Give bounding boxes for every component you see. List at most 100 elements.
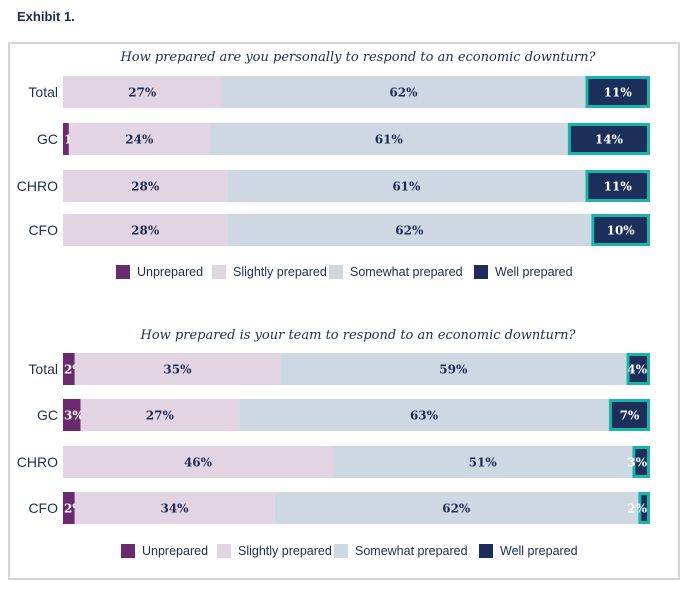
legend-swatch-somewhat (334, 544, 348, 558)
bar-segment-slightly (74, 492, 275, 524)
row-label: GC (37, 131, 58, 147)
data-label-somewhat: 62% (395, 224, 424, 238)
legend-label: Somewhat prepared (355, 544, 468, 558)
data-label-well: 7% (620, 409, 640, 423)
chart-frame (8, 42, 680, 580)
legend-item-unprepared: Unprepared (121, 544, 208, 558)
bar-row-total: Total 27% 62% 11% (28, 76, 650, 108)
legend-swatch-unprepared (121, 544, 135, 558)
bar-segment-well (567, 123, 651, 155)
bar-segment-well (626, 353, 651, 385)
chart-2: How prepared is your team to respond to … (17, 328, 651, 558)
row-label: CFO (28, 222, 58, 238)
row-label: CHRO (17, 178, 58, 194)
bar-segment-somewhat (280, 353, 627, 385)
data-label-well: 11% (604, 86, 633, 100)
bar-segment-somewhat (227, 170, 586, 202)
bar-row-total: Total 2% 35% 59% 4% (28, 353, 651, 385)
data-label-somewhat: 59% (439, 363, 468, 377)
row-label: CFO (28, 500, 58, 516)
data-label-somewhat: 62% (389, 86, 418, 100)
data-label-somewhat: 63% (410, 409, 439, 423)
bar-row-gc: GC 3% 27% 63% 7% (37, 399, 650, 431)
bar-segment-somewhat (227, 214, 592, 246)
bar-segment-unprepared (63, 123, 69, 155)
bar-segment-slightly (63, 170, 228, 202)
legend: Unprepared Slightly prepared Somewhat prep… (121, 544, 578, 558)
legend-label: Unprepared (137, 265, 203, 279)
bar-segment-slightly (80, 399, 240, 431)
data-label-well: 3% (627, 456, 647, 470)
chart-1: How prepared are you personally to respo… (17, 50, 651, 279)
data-label-slightly: 24% (125, 133, 154, 147)
legend-label: Slightly prepared (238, 544, 332, 558)
legend-swatch-unprepared (116, 265, 130, 279)
legend-swatch-well (479, 544, 493, 558)
bar-segment-somewhat (221, 76, 586, 108)
legend-label: Somewhat prepared (350, 265, 463, 279)
legend-label: Well prepared (500, 544, 578, 558)
bar-segment-slightly (74, 353, 281, 385)
row-label: Total (28, 361, 58, 377)
data-label-well: 14% (595, 133, 624, 147)
data-label-unprepared: 3% (64, 409, 84, 423)
data-label-slightly: 35% (163, 363, 192, 377)
legend-item-somewhat: Somewhat prepared (329, 265, 463, 279)
chart-title: How prepared are you personally to respo… (119, 50, 596, 65)
legend-label: Unprepared (142, 544, 208, 558)
bar-segment-somewhat (274, 492, 639, 524)
legend-item-slightly: Slightly prepared (217, 544, 332, 558)
data-label-well: 11% (604, 180, 633, 194)
legend-item-somewhat: Somewhat prepared (334, 544, 468, 558)
legend-item-slightly: Slightly prepared (212, 265, 327, 279)
bar-segment-unprepared (63, 353, 75, 385)
legend-swatch-slightly (217, 544, 231, 558)
legend-swatch-slightly (212, 265, 226, 279)
bar-segment-somewhat (333, 446, 633, 478)
bar-segment-somewhat (239, 399, 609, 431)
data-label-slightly: 34% (160, 502, 189, 516)
bar-segment-well (591, 214, 650, 246)
data-label-slightly: 27% (128, 86, 157, 100)
legend-swatch-somewhat (329, 265, 343, 279)
legend: Unprepared Slightly prepared Somewhat prep… (116, 265, 573, 279)
data-label-slightly: 28% (131, 224, 160, 238)
bar-segment-somewhat (209, 123, 568, 155)
data-label-somewhat: 61% (375, 133, 404, 147)
row-label: CHRO (17, 454, 58, 470)
bar-segment-unprepared (63, 492, 75, 524)
exhibit-title: Exhibit 1. (17, 9, 75, 24)
bar-segment-well (632, 446, 651, 478)
legend-label: Well prepared (495, 265, 573, 279)
legend-swatch-well (474, 265, 488, 279)
bar-row-gc: GC1%24%61%14% (37, 123, 651, 155)
chart-title: How prepared is your team to respond to … (140, 328, 577, 343)
bar-segment-slightly (63, 446, 334, 478)
bar-segment-unprepared (63, 399, 81, 431)
data-label-somewhat: 61% (392, 180, 421, 194)
data-label-somewhat: 51% (469, 456, 498, 470)
legend-item-well: Well prepared (474, 265, 573, 279)
bar-segment-slightly (63, 214, 228, 246)
data-label-well: 4% (627, 363, 647, 377)
legend-label: Slightly prepared (233, 265, 327, 279)
bar-segment-well (638, 492, 651, 524)
data-label-slightly: 27% (146, 409, 175, 423)
legend-item-unprepared: Unprepared (116, 265, 203, 279)
data-label-slightly: 28% (131, 180, 160, 194)
legend-item-well: Well prepared (479, 544, 578, 558)
bar-segment-well (608, 399, 650, 431)
bar-segment-slightly (63, 76, 222, 108)
data-label-well: 10% (607, 224, 636, 238)
data-label-well: 2% (627, 502, 647, 516)
bar-row-cfo: CFO 2% 34% 62% 2% (28, 492, 651, 524)
bar-segment-slightly (68, 123, 210, 155)
bar-row-chro: CHRO 46% 51% 3% (17, 446, 651, 478)
bar-row-cfo: CFO 28% 62% 10% (28, 214, 650, 246)
data-label-slightly: 46% (184, 456, 213, 470)
data-label-somewhat: 62% (442, 502, 471, 516)
bar-row-chro: CHRO 28% 61% 11% (17, 170, 650, 202)
bar-segment-well (585, 170, 650, 202)
row-label: Total (28, 84, 58, 100)
